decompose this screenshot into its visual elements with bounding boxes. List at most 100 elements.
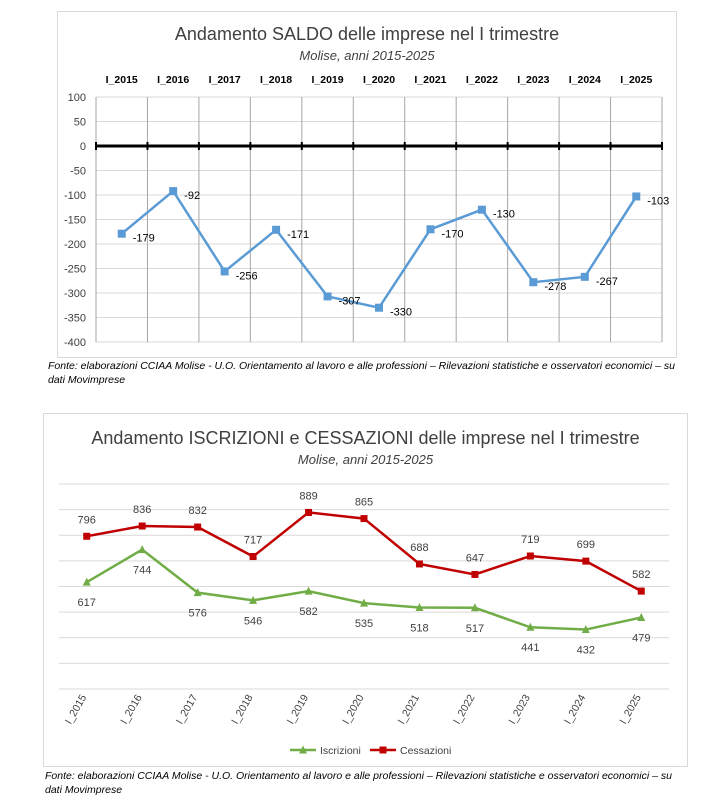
data-label: -307 [339,295,361,307]
data-label: -278 [544,281,566,293]
x-tick-label: I_2017 [209,74,241,86]
chart-title: Andamento SALDO delle imprese nel I trim… [174,24,560,44]
iscrizioni-data-label: 479 [632,633,650,645]
saldo-data-point [375,303,383,312]
y-tick-label: -150 [64,215,86,227]
saldo-data-point [426,225,435,234]
x-tick-label: I_2021 [414,74,446,86]
source-note: Fonte: elaborazioni CCIAA Molise - U.O. … [48,360,675,386]
y-tick-label: -50 [70,166,86,178]
saldo-chart: Andamento SALDO delle imprese nel I trim… [57,11,677,358]
saldo-data-point [272,225,281,234]
data-label: -330 [390,307,412,319]
cessazioni-data-point [415,560,423,568]
cessazioni-data-label: 796 [78,514,96,526]
iscrizioni-data-label: 535 [355,618,373,630]
iscrizioni-cessazioni-plot: I_2015 I_2016 I_2017 I_2018 I_2019 I_2020 I_20… [59,483,669,757]
legend-cessazioni-label: Cessazioni [400,745,451,757]
cessazioni-data-point [305,508,313,516]
data-label: -171 [287,229,309,241]
saldo-data-point [529,278,538,287]
iscrizioni-data-label: 546 [244,615,262,627]
cessazioni-data-label: 719 [521,534,539,546]
data-label: -179 [133,233,155,245]
y-tick-label: -400 [64,337,86,349]
data-label: -130 [493,209,515,221]
x-tick-label: I_2015 [63,692,90,726]
saldo-data-point [477,205,486,214]
y-tick-label: -350 [64,313,86,325]
cessazioni-data-label: 688 [410,542,428,554]
cessazioni-data-point [83,532,91,540]
saldo-data-point [632,192,641,201]
iscrizioni-data-label: 744 [133,565,151,577]
iscrizioni-data-point [360,598,368,607]
cessazioni-data-point [194,523,202,531]
x-tick-label: I_2022 [451,692,478,726]
iscrizioni-data-point [637,613,646,622]
iscrizioni-data-point [193,588,202,597]
cessazioni-data-point [471,570,479,578]
x-tick-label: I_2024 [562,692,589,726]
iscrizioni-data-point [304,586,313,595]
iscrizioni-cessazioni-chart: Andamento ISCRIZIONI e CESSAZIONI delle … [43,413,688,767]
cessazioni-data-label: 865 [355,497,373,509]
x-tick-label: I_2025 [617,692,644,726]
source-note: Fonte: elaborazioni CCIAA Molise - U.O. … [45,770,672,796]
chart-subtitle: Molise, anni 2015-2025 [299,48,435,63]
cessazioni-series-line [86,511,642,593]
y-tick-label: -250 [64,264,86,276]
x-tick-label: I_2016 [118,692,145,726]
x-tick-label: I_2020 [363,74,395,86]
saldo-data-point [117,229,126,238]
iscrizioni-data-point [581,625,590,634]
legend-iscrizioni-marker [299,745,307,754]
iscrizioni-data-label: 576 [188,608,206,620]
iscrizioni-data-point [249,595,258,604]
cessazioni-data-label: 699 [577,539,595,551]
x-tick-label: I_2015 [106,74,138,86]
iscrizioni-data-label: 432 [577,645,595,657]
iscrizioni-data-point [470,603,479,612]
cessazioni-data-point [637,587,645,595]
cessazioni-data-point [360,515,368,523]
chart-subtitle: Molise, anni 2015-2025 [297,452,434,467]
x-tick-label: I_2020 [340,692,367,726]
y-tick-label: 50 [74,117,86,129]
data-label: -170 [441,228,463,240]
data-label: -267 [596,276,618,288]
y-tick-label: -300 [64,288,86,300]
data-label: -256 [236,270,258,282]
cessazioni-data-label: 717 [244,535,262,547]
iscrizioni-data-label: 517 [466,623,484,635]
saldo-data-point [220,267,229,276]
y-tick-label: -100 [64,190,86,202]
cessazioni-data-label: 832 [188,505,206,517]
x-tick-label: I_2023 [507,692,534,726]
iscrizioni-data-point [526,622,535,631]
iscrizioni-data-label: 617 [78,597,96,609]
cessazioni-data-label: 582 [632,569,650,581]
saldo-data-point [169,187,178,196]
x-tick-label: I_2018 [260,74,292,86]
data-label: -92 [184,190,200,202]
x-tick-label: I_2023 [517,74,549,86]
legend-cessazioni-marker [379,746,387,754]
saldo-plot: 100 50 0 -50 -100 -150 -200 -250 -300 -350 -400 I_2… [64,74,669,349]
cessazioni-data-point [249,553,257,561]
saldo-data-point [323,292,332,301]
x-tick-label: I_2017 [174,692,201,726]
iscrizioni-data-point [138,545,147,554]
y-tick-label: 0 [80,141,86,153]
data-label: -103 [647,195,669,207]
chart-title: Andamento ISCRIZIONI e CESSAZIONI delle … [91,428,640,448]
saldo-data-point [580,272,589,281]
cessazioni-data-point [138,522,146,530]
legend-iscrizioni-label: Iscrizioni [320,745,361,757]
x-tick-label: I_2019 [285,692,312,726]
x-tick-label: I_2019 [311,74,343,86]
y-tick-label: 100 [68,92,86,104]
cessazioni-data-point [582,557,590,565]
x-tick-label: I_2016 [157,74,189,86]
x-tick-label: I_2022 [466,74,498,86]
